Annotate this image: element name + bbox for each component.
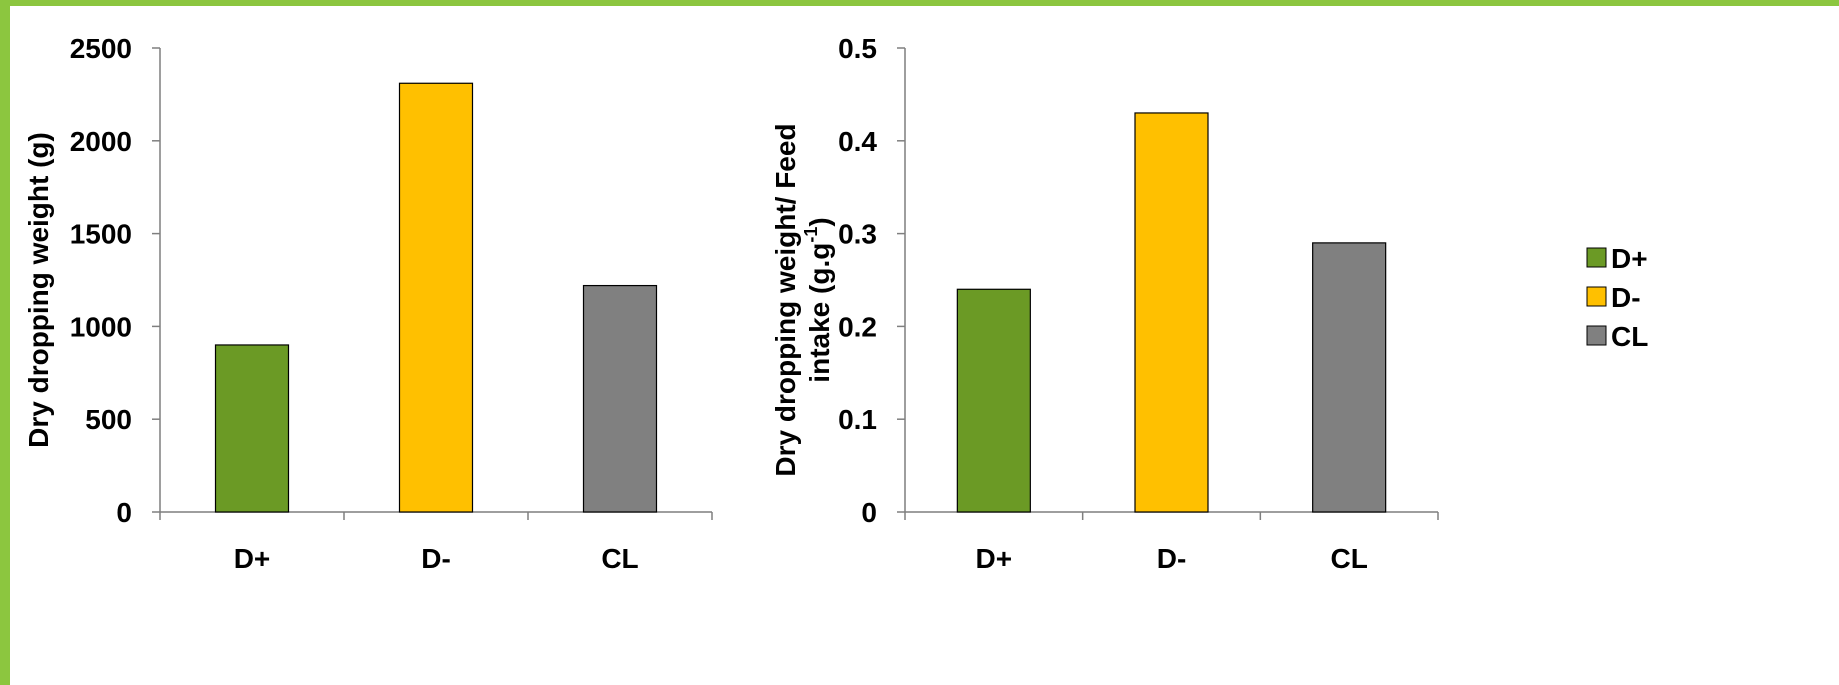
legend-swatch-D- [1586, 286, 1607, 307]
y-tick-label: 0 [116, 497, 132, 528]
y-tick-label: 0.1 [838, 404, 877, 435]
bar-CL [1312, 242, 1387, 513]
y-axis-title-line2: intake (g.g-1) [801, 217, 835, 382]
y-axis-title: Dry dropping weight (g) [23, 132, 54, 448]
category-label: D+ [234, 543, 271, 574]
y-tick-label: 500 [85, 404, 132, 435]
category-label: D- [1157, 543, 1187, 574]
category-label: CL [1331, 543, 1368, 574]
bar-D+ [956, 288, 1031, 513]
legend-swatch-D+ [1586, 247, 1607, 268]
y-tick-label: 1000 [70, 311, 132, 342]
legend-label: D- [1611, 282, 1641, 313]
bar-D- [398, 82, 474, 513]
y-tick-label: 0.5 [838, 33, 877, 64]
chart-dropping-per-feed-intake: 0 0.1 0.2 0.3 0.4 0.5 D+ D- CL Dry dropping weigh… [770, 33, 1439, 574]
legend-label: D+ [1611, 243, 1648, 274]
y-tick-label: 0 [861, 497, 877, 528]
legend-label: CL [1611, 321, 1648, 352]
y-tick-label: 2000 [70, 126, 132, 157]
y-axis-title-line2-end: ) [804, 217, 835, 226]
y-axis-title-line1: Dry dropping weight/ Feed [770, 123, 801, 476]
y-tick-label: 0.2 [838, 311, 877, 342]
bar-D+ [214, 344, 290, 513]
y-tick-label: 1500 [70, 219, 132, 250]
y-axis-title-line2-text: intake (g.g [804, 243, 835, 383]
bar-CL [582, 284, 658, 513]
y-tick-label: 0.4 [838, 126, 877, 157]
category-label: D+ [976, 543, 1013, 574]
y-tick-label: 2500 [70, 33, 132, 64]
bar-D- [1134, 112, 1209, 513]
y-tick-label: 0.3 [838, 219, 877, 250]
legend-swatch-CL [1586, 325, 1607, 346]
chart-dry-dropping-weight: 0 500 1000 1500 2000 2500 D+ D- CL Dry dropping w… [23, 33, 713, 574]
y-axis-title-superscript: -1 [801, 227, 821, 243]
category-label: CL [601, 543, 638, 574]
category-label: D- [421, 543, 451, 574]
legend: D+ D- CL [1586, 243, 1648, 352]
